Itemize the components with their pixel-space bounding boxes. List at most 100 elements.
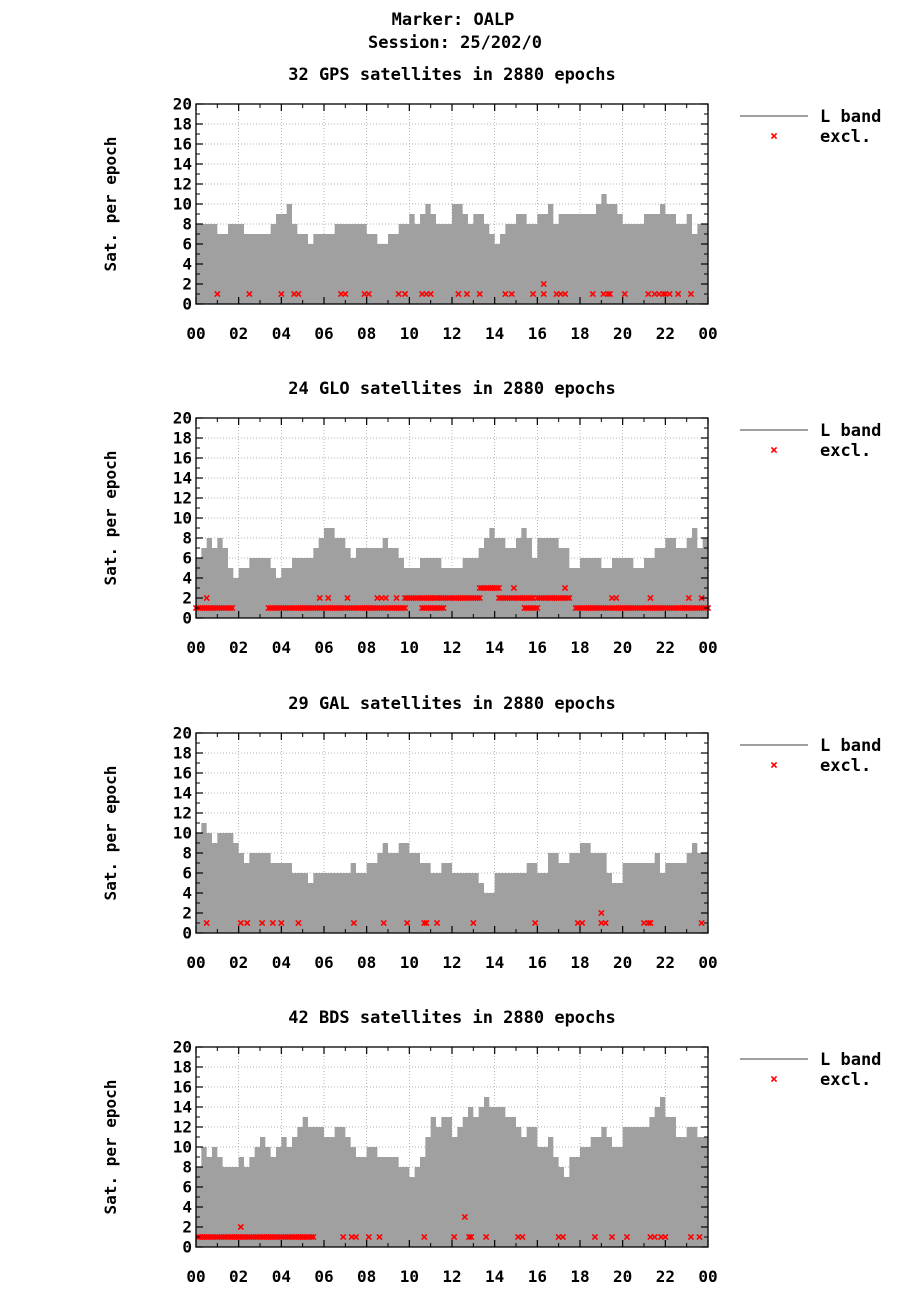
y-tick-label: 20 — [173, 409, 192, 428]
excl-marker — [226, 604, 234, 612]
y-axis-label: Sat. per epoch — [101, 766, 120, 901]
chart-title: 42 BDS satellites in 2880 epochs — [288, 1008, 616, 1028]
y-tick-label: 14 — [173, 1098, 192, 1117]
excl-marker — [476, 290, 483, 298]
excl-marker — [237, 1223, 244, 1231]
excl-marker — [308, 1233, 315, 1241]
excl-marker — [474, 594, 481, 602]
legend-marker-swatch — [770, 761, 778, 769]
excl-marker — [401, 604, 409, 612]
excl-marker — [350, 919, 358, 927]
x-tick-label: 18 — [570, 324, 589, 343]
session-title: Session: 25/202/0 — [368, 33, 542, 53]
y-axis-label: Sat. per epoch — [101, 451, 120, 586]
excl-marker — [470, 919, 477, 927]
x-tick-label: 22 — [656, 324, 675, 343]
x-tick-label: 10 — [400, 324, 419, 343]
excl-marker — [660, 290, 667, 298]
x-tick-label: 10 — [400, 638, 419, 657]
x-tick-label: 20 — [613, 1267, 632, 1286]
excl-marker — [645, 290, 652, 298]
y-tick-label: 12 — [173, 489, 192, 508]
excl-marker — [604, 290, 611, 298]
x-tick-label: 08 — [357, 324, 376, 343]
x-tick-label: 00 — [186, 638, 205, 657]
excl-marker — [295, 290, 302, 298]
excl-marker — [674, 290, 682, 298]
excl-marker — [258, 919, 266, 927]
x-tick-label: 10 — [400, 1267, 419, 1286]
x-tick-label: 00 — [698, 953, 717, 972]
chart-panel: 42 BDS satellites in 2880 epochs02468101… — [101, 1008, 881, 1286]
excl-marker — [598, 909, 605, 917]
chart-title: 32 GPS satellites in 2880 epochs — [288, 65, 616, 85]
excl-marker — [564, 594, 571, 602]
excl-marker — [316, 594, 323, 602]
excl-marker — [546, 594, 554, 602]
excl-marker — [269, 919, 276, 927]
y-tick-label: 18 — [173, 1058, 192, 1077]
y-axis-label: Sat. per epoch — [101, 137, 120, 272]
y-tick-label: 16 — [173, 135, 192, 154]
y-tick-label: 16 — [173, 764, 192, 783]
y-tick-label: 10 — [173, 509, 192, 528]
x-tick-label: 10 — [400, 953, 419, 972]
excl-marker — [687, 1233, 695, 1241]
excl-marker — [482, 1233, 490, 1241]
y-tick-label: 0 — [182, 295, 192, 314]
y-tick-label: 4 — [182, 1198, 192, 1217]
x-tick-label: 00 — [698, 324, 717, 343]
y-tick-label: 0 — [182, 1238, 192, 1257]
x-tick-label: 02 — [229, 324, 248, 343]
excl-marker — [532, 919, 539, 927]
excl-marker — [502, 290, 509, 298]
excl-marker — [463, 290, 471, 298]
excl-marker — [203, 594, 210, 602]
y-tick-label: 2 — [182, 1218, 192, 1237]
excl-marker — [495, 584, 503, 592]
x-tick-label: 04 — [272, 324, 291, 343]
excl-marker — [352, 1233, 360, 1241]
chart-panel: 24 GLO satellites in 2880 epochs02468101… — [101, 379, 881, 657]
excl-marker — [399, 604, 407, 612]
excl-marker — [510, 584, 518, 592]
excl-marker — [229, 604, 236, 612]
excl-marker — [440, 604, 447, 612]
excl-marker — [532, 604, 539, 612]
excl-marker — [519, 594, 526, 602]
excl-marker — [589, 290, 596, 298]
x-tick-label: 12 — [442, 953, 461, 972]
excl-marker — [461, 1213, 468, 1221]
y-tick-label: 6 — [182, 864, 192, 883]
x-tick-label: 14 — [485, 638, 504, 657]
x-tick-label: 00 — [186, 1267, 205, 1286]
excl-marker — [310, 1233, 317, 1241]
excl-marker — [278, 290, 285, 298]
excl-marker — [529, 290, 537, 298]
excl-marker — [278, 919, 285, 927]
legend-label: excl. — [820, 127, 871, 147]
x-tick-label: 16 — [528, 953, 547, 972]
chart-title: 29 GAL satellites in 2880 epochs — [288, 694, 616, 714]
excl-markers — [194, 1213, 703, 1241]
x-tick-label: 06 — [314, 638, 333, 657]
excl-marker — [606, 290, 614, 298]
x-tick-label: 00 — [698, 638, 717, 657]
y-tick-label: 14 — [173, 784, 192, 803]
chart-panel: 29 GAL satellites in 2880 epochs02468101… — [101, 694, 881, 972]
x-tick-label: 18 — [570, 953, 589, 972]
y-tick-label: 16 — [173, 1078, 192, 1097]
excl-marker — [608, 1233, 616, 1241]
y-tick-label: 20 — [173, 1038, 192, 1057]
excl-marker — [519, 1233, 526, 1241]
x-tick-label: 08 — [357, 953, 376, 972]
x-tick-label: 00 — [186, 953, 205, 972]
y-tick-label: 20 — [173, 724, 192, 743]
excl-marker — [476, 594, 483, 602]
y-tick-label: 18 — [173, 429, 192, 448]
excl-marker — [438, 604, 445, 612]
x-tick-label: 18 — [570, 1267, 589, 1286]
y-tick-label: 8 — [182, 215, 192, 234]
l-band-area — [196, 1097, 708, 1247]
